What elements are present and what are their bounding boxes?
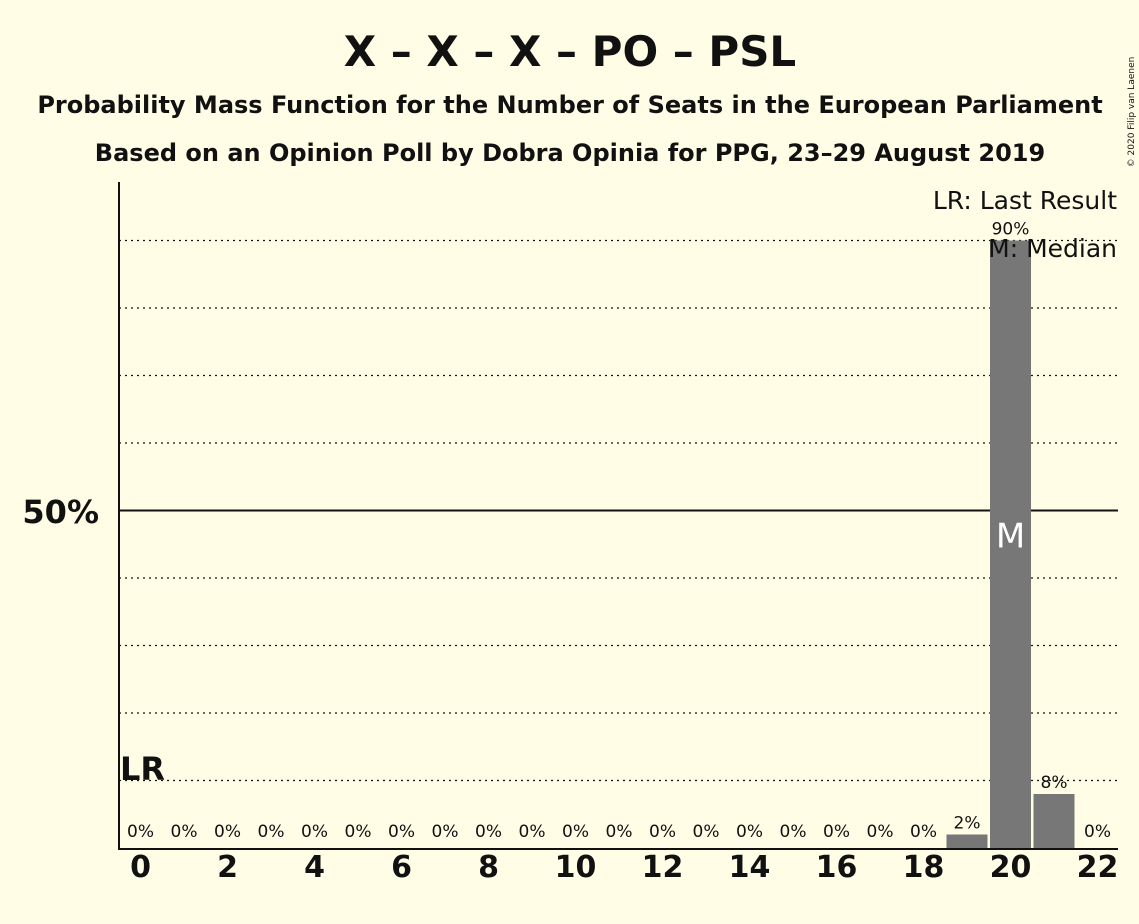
x-tick-label-10: 10 bbox=[555, 850, 597, 885]
value-label-seat-19: 2% bbox=[954, 814, 981, 834]
x-tick-label-2: 2 bbox=[217, 850, 238, 885]
value-label-seat-10: 0% bbox=[562, 822, 589, 842]
value-label-seat-21: 8% bbox=[1041, 773, 1068, 793]
value-label-seat-12: 0% bbox=[649, 822, 676, 842]
value-label-seat-6: 0% bbox=[388, 822, 415, 842]
chart-title: X – X – X – PO – PSL bbox=[344, 27, 796, 76]
value-label-seat-9: 0% bbox=[519, 822, 546, 842]
value-label-seat-11: 0% bbox=[606, 822, 633, 842]
value-label-seat-4: 0% bbox=[301, 822, 328, 842]
value-label-seat-0: 0% bbox=[127, 822, 154, 842]
bar-seat-19 bbox=[946, 834, 988, 848]
value-label-seat-15: 0% bbox=[780, 822, 807, 842]
x-tick-label-4: 4 bbox=[304, 850, 325, 885]
x-tick-label-14: 14 bbox=[729, 850, 771, 885]
x-tick-label-6: 6 bbox=[391, 850, 412, 885]
value-label-seat-16: 0% bbox=[823, 822, 850, 842]
value-label-seat-3: 0% bbox=[258, 822, 285, 842]
y-tick-label-50: 50% bbox=[22, 493, 99, 531]
x-tick-label-18: 18 bbox=[903, 850, 945, 885]
legend-last-result: LR: Last Result bbox=[933, 186, 1117, 215]
value-label-seat-2: 0% bbox=[214, 822, 241, 842]
x-tick-label-0: 0 bbox=[130, 850, 151, 885]
copyright-note: © 2020 Filip van Laenen bbox=[1127, 57, 1137, 168]
value-label-seat-14: 0% bbox=[736, 822, 763, 842]
bars-group bbox=[946, 240, 1075, 848]
legend-median: M: Median bbox=[988, 234, 1117, 263]
x-tick-label-20: 20 bbox=[990, 850, 1032, 885]
value-label-seat-20: 90% bbox=[992, 220, 1030, 240]
value-label-seat-8: 0% bbox=[475, 822, 502, 842]
x-ticks-group: 0 2 4 6 8 10 12 14 16 18 20 22 bbox=[130, 850, 1118, 885]
value-label-seat-18: 0% bbox=[910, 822, 937, 842]
median-marker: M bbox=[996, 517, 1025, 557]
chart-subtitle-2: Based on an Opinion Poll by Dobra Opinia… bbox=[95, 139, 1045, 167]
value-label-seat-1: 0% bbox=[171, 822, 198, 842]
value-label-seat-5: 0% bbox=[345, 822, 372, 842]
value-label-seat-17: 0% bbox=[867, 822, 894, 842]
value-label-seat-13: 0% bbox=[693, 822, 720, 842]
value-label-seat-7: 0% bbox=[432, 822, 459, 842]
chart-subtitle-1: Probability Mass Function for the Number… bbox=[37, 91, 1102, 119]
x-tick-label-12: 12 bbox=[642, 850, 684, 885]
value-labels-group: 0% 0% 0% 0% 0% 0% 0% 0% 0% 0% 0% 0% 0% 0% 0% 0% 0% 0% 0% 2%… bbox=[127, 220, 1111, 843]
x-tick-label-16: 16 bbox=[816, 850, 858, 885]
gridlines bbox=[119, 239, 1118, 782]
bar-seat-21 bbox=[1033, 794, 1075, 848]
last-result-marker: LR bbox=[120, 750, 165, 788]
bar-seat-20 bbox=[990, 240, 1031, 848]
x-tick-label-8: 8 bbox=[478, 850, 499, 885]
value-label-seat-22: 0% bbox=[1084, 822, 1111, 842]
x-tick-label-22: 22 bbox=[1077, 850, 1119, 885]
